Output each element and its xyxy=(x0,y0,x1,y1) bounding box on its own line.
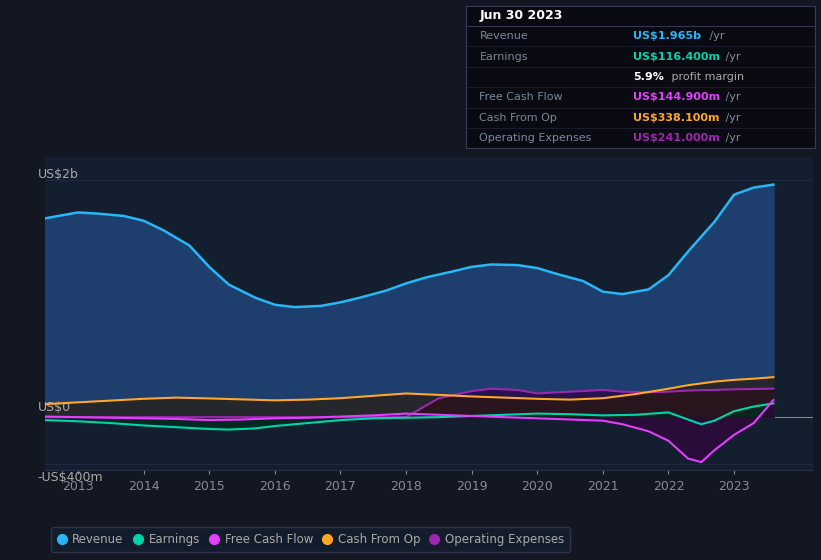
Text: US$0: US$0 xyxy=(38,401,71,414)
Text: US$1.965b: US$1.965b xyxy=(633,31,701,41)
Legend: Revenue, Earnings, Free Cash Flow, Cash From Op, Operating Expenses: Revenue, Earnings, Free Cash Flow, Cash … xyxy=(51,528,571,552)
Text: US$144.900m: US$144.900m xyxy=(633,92,721,102)
Text: profit margin: profit margin xyxy=(667,72,744,82)
Text: Jun 30 2023: Jun 30 2023 xyxy=(479,10,563,22)
Text: US$116.400m: US$116.400m xyxy=(633,52,720,62)
Text: US$2b: US$2b xyxy=(38,168,78,181)
Text: Cash From Op: Cash From Op xyxy=(479,113,557,123)
Text: /yr: /yr xyxy=(722,92,740,102)
Text: Free Cash Flow: Free Cash Flow xyxy=(479,92,563,102)
Text: 5.9%: 5.9% xyxy=(633,72,664,82)
Text: Earnings: Earnings xyxy=(479,52,528,62)
Text: /yr: /yr xyxy=(722,52,740,62)
Text: US$338.100m: US$338.100m xyxy=(633,113,720,123)
Text: Revenue: Revenue xyxy=(479,31,528,41)
Text: /yr: /yr xyxy=(722,133,740,143)
Text: -US$400m: -US$400m xyxy=(38,471,103,484)
Text: /yr: /yr xyxy=(722,113,740,123)
Text: Operating Expenses: Operating Expenses xyxy=(479,133,592,143)
Text: /yr: /yr xyxy=(706,31,725,41)
Text: US$241.000m: US$241.000m xyxy=(633,133,720,143)
